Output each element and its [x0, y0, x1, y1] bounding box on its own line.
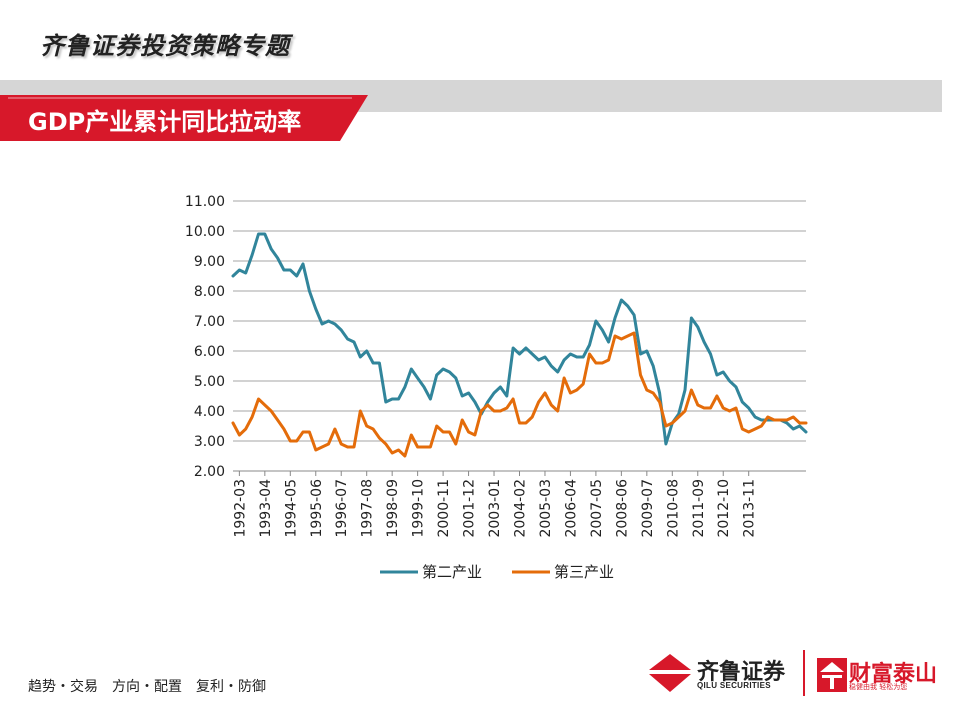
x-tick-label: 2001-12 — [462, 479, 478, 538]
legend-label-2: 第三产业 — [554, 563, 614, 581]
chart-svg: 11.00 10.00 9.00 8.00 7.00 6.00 5.00 4.00 3.00 2.… — [185, 194, 808, 581]
x-tick-label: 2012-10 — [716, 479, 732, 538]
company-logos: 齐鲁证券 QILU SECURITIES 财富泰山 稳健由我 轻松为您 — [645, 648, 945, 700]
line-chart: 11.00 10.00 9.00 8.00 7.00 6.00 5.00 4.00 3.00 2.… — [170, 185, 830, 605]
x-tick-label: 2000-11 — [436, 479, 452, 538]
x-tick-label: 1998-09 — [385, 479, 401, 538]
x-tick-label: 2009-07 — [640, 479, 656, 537]
logo-divider — [803, 650, 805, 696]
y-tick-label: 8.00 — [194, 284, 225, 300]
y-tick-label: 2.00 — [194, 464, 225, 480]
x-tick-label: 1997-08 — [360, 479, 376, 538]
footer-slogan: 趋势・交易 方向・配置 复利・防御 — [28, 679, 266, 695]
y-tick-label: 6.00 — [194, 344, 225, 360]
series-title: 齐鲁证券投资策略专题 — [40, 31, 290, 60]
x-tick-label: 1992-03 — [232, 479, 248, 538]
x-tick-label: 1995-06 — [309, 479, 325, 538]
x-tick-label: 2004-02 — [513, 479, 529, 538]
x-tick-label: 2005-03 — [538, 479, 554, 538]
x-tick-label: 2010-08 — [665, 479, 681, 538]
x-tick-label: 2007-05 — [589, 479, 605, 538]
x-tick-label: 2006-04 — [563, 479, 579, 538]
logo-caifu-tagline: 稳健由我 轻松为您 — [849, 683, 908, 691]
title-banner — [0, 95, 368, 141]
y-tick-label: 10.00 — [185, 224, 225, 240]
y-tick-label: 9.00 — [194, 254, 225, 270]
legend-label-1: 第二产业 — [422, 563, 482, 581]
x-tick-label: 1996-07 — [334, 479, 350, 538]
x-tick-label: 2003-01 — [487, 479, 503, 538]
y-tick-label: 7.00 — [194, 314, 225, 330]
x-tick-label: 2008-06 — [614, 479, 630, 538]
logo-caifu-name: 财富泰山 — [849, 662, 938, 687]
series-line-2 — [231, 331, 808, 458]
y-tick-label: 5.00 — [194, 374, 225, 390]
slide-title: GDP产业累计同比拉动率 — [28, 108, 302, 136]
x-tick-label: 1994-05 — [283, 479, 299, 538]
x-tick-label: 2011-09 — [691, 479, 707, 538]
caifu-logo-icon — [817, 658, 847, 692]
logo-qilu-name: 齐鲁证券 — [697, 660, 786, 685]
y-tick-label: 3.00 — [194, 434, 225, 450]
x-tick-label: 2013-11 — [742, 479, 758, 538]
series-line-1 — [231, 232, 808, 446]
y-tick-label: 4.00 — [194, 404, 225, 420]
x-tick-label: 1993-04 — [258, 479, 274, 538]
y-tick-label: 11.00 — [185, 194, 225, 210]
qilu-logo-icon — [649, 654, 691, 692]
logo-qilu-english: QILU SECURITIES — [697, 681, 771, 690]
x-tick-label: 1999-10 — [411, 479, 427, 538]
